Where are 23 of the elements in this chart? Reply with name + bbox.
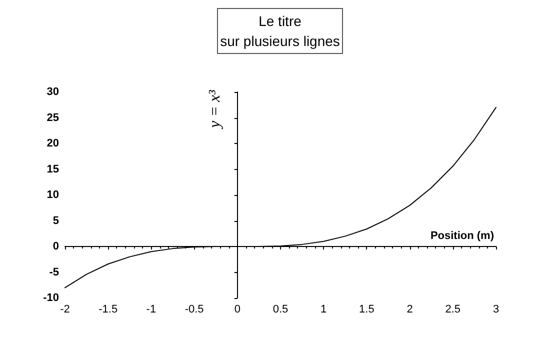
x-tick-label: -2 [60,304,70,316]
y-axis-title: y = x³ [206,90,224,130]
x-tick-label: 0.5 [272,304,288,316]
y-tick-label: 15 [46,163,59,176]
y-tick-label: 10 [46,189,59,201]
y-tick-label: 0 [52,240,59,252]
x-tick-label: -1.5 [98,304,118,316]
y-tick-label: 20 [46,138,59,150]
x-tick-label: 2 [406,304,413,316]
x-tick-label: -1 [146,304,156,316]
y-tick-label: 30 [46,86,59,98]
y-tick-label: -10 [43,292,59,304]
x-tick-label: 2.5 [445,304,461,316]
y-tick-label: 25 [46,112,59,124]
x-tick-label: 0 [234,304,240,316]
x-tick-label: 3 [492,304,500,316]
x-tick-label: 1.5 [359,304,374,316]
chart-title: Le titre sur plusieurs lignes [220,13,340,49]
x-axis-title: Position (m) [430,230,494,242]
x-tick-label: -0.5 [184,304,204,316]
y-tick-label: 5 [52,214,59,227]
x-tick-label: 1 [320,304,327,316]
y-tick-label: -5 [49,266,59,278]
